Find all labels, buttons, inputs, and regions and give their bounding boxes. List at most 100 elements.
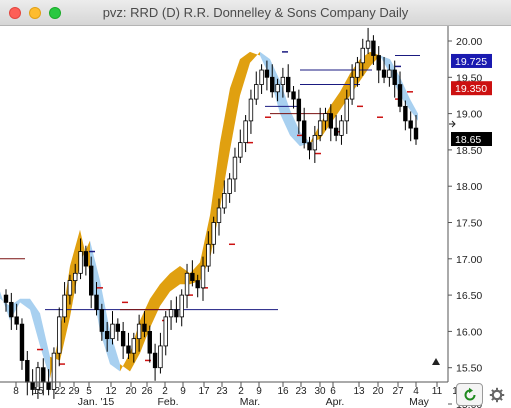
candle-down <box>301 120 307 144</box>
candle-up <box>339 120 344 136</box>
candle-down <box>152 352 158 369</box>
candle-up <box>312 134 318 151</box>
orange-band-segment <box>150 284 160 328</box>
day-label: 26 <box>141 386 153 397</box>
orange-band-segment <box>240 51 250 96</box>
day-label: 29 <box>68 386 80 397</box>
price-tag-label: 19.350 <box>455 83 487 95</box>
candle-up <box>275 84 280 93</box>
day-label: 8 <box>13 386 19 397</box>
day-label: 12 <box>105 386 117 397</box>
day-label: 2 <box>162 386 168 397</box>
candle-down <box>392 69 397 85</box>
candle-down <box>14 316 19 325</box>
candle-up <box>206 243 211 267</box>
day-label: 2 <box>238 386 244 397</box>
time-axis: 8 15 22 29 5 12 20 26 2 9 17 23 2 9 16 23 30 6 13 20 27 4 11 1J… <box>13 382 458 408</box>
candle-down <box>142 323 147 332</box>
candle-down <box>19 323 25 361</box>
orange-band-segment <box>250 51 260 63</box>
candles <box>3 27 419 399</box>
candle-up <box>222 193 227 209</box>
candle-up <box>184 272 190 296</box>
candle-down <box>99 309 105 332</box>
candle-down <box>115 323 121 332</box>
day-label: 6 <box>330 386 336 397</box>
price-tag-label: 18.65 <box>455 134 481 146</box>
price-label: 16.00 <box>456 326 482 338</box>
day-label: 16 <box>277 386 289 397</box>
candle-down <box>94 294 99 311</box>
candle-down <box>88 265 94 296</box>
day-label: 15 <box>32 386 44 397</box>
blue-band-segment <box>380 55 390 74</box>
candle-up <box>355 62 360 78</box>
candle-up <box>168 309 174 318</box>
blue-band-segment <box>20 298 30 310</box>
day-label: 20 <box>125 386 137 397</box>
candle-up <box>158 345 163 369</box>
candle-up <box>317 120 323 136</box>
candle-down <box>9 301 14 318</box>
minimize-button[interactable] <box>29 7 41 19</box>
candle-up <box>344 98 349 122</box>
price-label: 17.50 <box>456 218 482 230</box>
refresh-button[interactable] <box>456 383 483 406</box>
level-lines <box>0 51 420 365</box>
candle-down <box>147 330 152 354</box>
candle-up <box>349 76 355 100</box>
candle-down <box>46 381 51 390</box>
candle-down <box>286 76 291 93</box>
gear-icon <box>489 387 505 403</box>
price-label: 15.50 <box>456 363 482 375</box>
day-label: 13 <box>353 386 365 397</box>
close-button[interactable] <box>9 7 21 19</box>
candle-down <box>296 98 302 122</box>
candle-down <box>120 330 126 347</box>
zoom-button[interactable] <box>49 7 61 19</box>
candle-down <box>83 251 89 267</box>
blue-band-segment <box>290 109 300 147</box>
candle-down <box>328 113 334 129</box>
price-axis: 20.0019.5019.0018.5018.0017.5017.0016.50… <box>448 36 482 408</box>
day-label: 9 <box>180 386 186 397</box>
candle-down <box>104 330 110 340</box>
candle-up <box>62 294 67 318</box>
price-chart[interactable]: 20.0019.5019.0018.5018.0017.5017.0016.50… <box>0 26 511 408</box>
candle-down <box>397 84 403 107</box>
month-label: Apr. <box>326 396 345 408</box>
day-label: 11 <box>432 386 443 397</box>
price-label: 19.00 <box>456 109 482 121</box>
price-label: 20.00 <box>456 36 482 48</box>
month-label: Mar. <box>240 396 260 408</box>
candle-down <box>403 105 408 122</box>
candle-down <box>333 127 339 136</box>
candle-down <box>413 127 419 140</box>
candle-up <box>248 98 254 122</box>
orange-band-segment <box>230 59 240 150</box>
candle-up <box>211 222 216 245</box>
price-label: 17.00 <box>456 254 482 266</box>
candle-up <box>232 156 238 180</box>
day-label: 22 <box>54 386 66 397</box>
day-label: 20 <box>372 386 384 397</box>
cursor-arrow-icon <box>449 120 456 128</box>
candle-up <box>136 323 142 340</box>
triangle-up-icon[interactable] <box>432 358 440 365</box>
candle-down <box>381 69 387 78</box>
candle-up <box>243 120 248 144</box>
price-tag-box <box>451 81 492 96</box>
candle-down <box>291 91 296 100</box>
candle-up <box>78 251 83 274</box>
day-label: 4 <box>413 386 419 397</box>
price-label: 16.50 <box>456 290 482 302</box>
candle-up <box>35 367 41 390</box>
orange-band-segment <box>160 273 170 306</box>
candle-down <box>307 142 312 151</box>
settings-button[interactable] <box>487 386 507 404</box>
month-label: May <box>409 396 430 408</box>
price-tag-box <box>451 132 492 147</box>
day-label: 5 <box>86 386 92 397</box>
day-label: 23 <box>295 386 307 397</box>
